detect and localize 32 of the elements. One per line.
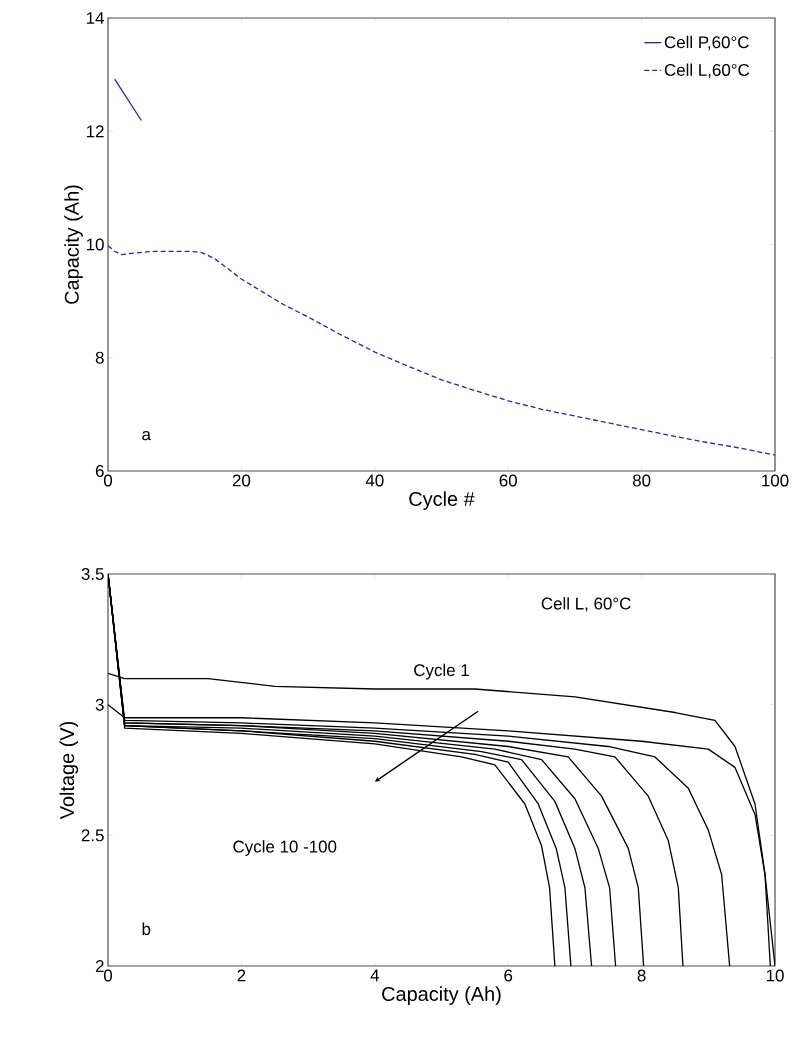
y-axis-title: Voltage (V) (59, 721, 79, 820)
x-tick-label: 80 (632, 474, 651, 487)
y-tick-label: 14 (86, 12, 104, 24)
x-tick-label: 4 (370, 969, 380, 982)
y-tick-label: 2 (95, 960, 104, 972)
x-tick-label: 10 (766, 969, 784, 982)
y-tick-label: 3 (95, 698, 104, 711)
x-tick-label: 2 (237, 969, 246, 982)
legend-label: Cell P,60°C (664, 35, 749, 51)
x-tick-label: 60 (499, 474, 517, 487)
x-tick-label: 8 (637, 969, 646, 982)
y-tick-label: 10 (86, 238, 104, 251)
annotation: Cycle 1 (414, 663, 469, 680)
y-tick-label: 3.5 (81, 568, 104, 581)
annotation: a (142, 431, 151, 441)
y-tick-label: 8 (95, 351, 104, 364)
annotation: b (142, 922, 151, 936)
x-axis-title: Cycle # (409, 491, 475, 510)
annotation: Cycle 10 -100 (233, 840, 337, 856)
x-tick-label: 40 (365, 474, 384, 487)
y-axis-title: Capacity (Ah) (64, 185, 83, 304)
legend-label: Cell L,60°C (664, 63, 750, 78)
x-tick-label: 6 (504, 969, 513, 982)
x-tick-label: 20 (232, 474, 251, 487)
x-axis-title: Capacity (Ah) (382, 986, 501, 1005)
y-tick-label: 2.5 (81, 829, 104, 842)
y-tick-label: 6 (95, 465, 104, 477)
x-tick-label: 0 (103, 474, 113, 487)
x-tick-label: 0 (103, 969, 113, 982)
annotation: Cell L, 60°C (541, 597, 631, 612)
x-tick-label: 100 (762, 474, 789, 487)
y-tick-label: 12 (86, 125, 104, 138)
